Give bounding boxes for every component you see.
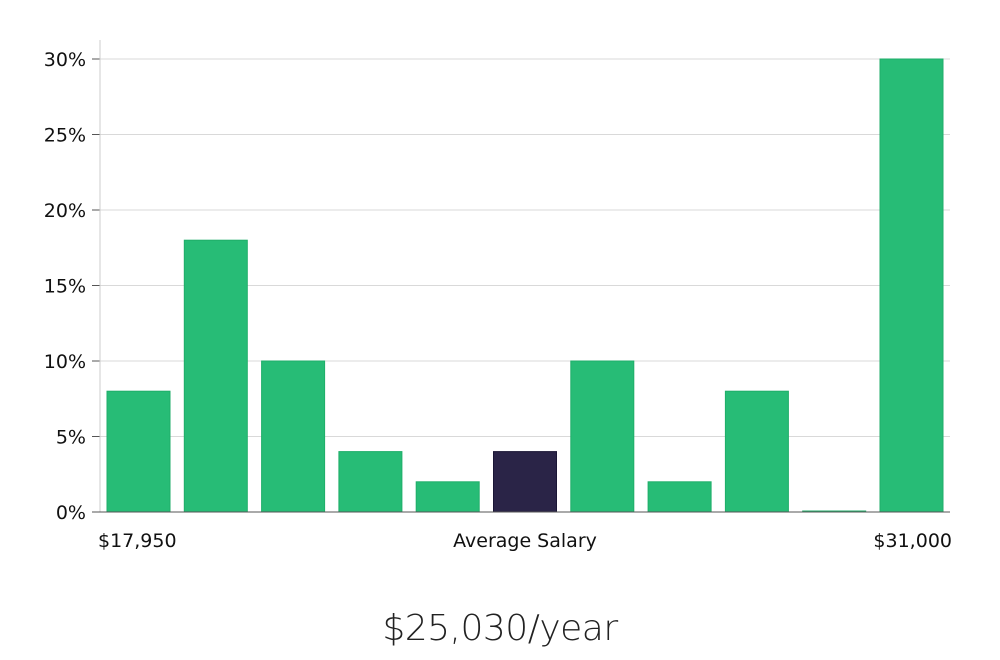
bar: [261, 360, 326, 513]
y-tick-label: 0%: [56, 502, 86, 524]
y-tick-label: 25%: [44, 125, 86, 147]
bar-average-salary: [493, 451, 557, 513]
bar: [879, 58, 944, 513]
salary-histogram-chart: 0% 5% 10% 15% 20% 25% 30% $17,950 Average Sala…: [44, 40, 952, 552]
bar: [415, 481, 480, 513]
y-tick-label: 20%: [44, 200, 86, 222]
x-label-average-salary: Average Salary: [453, 530, 597, 552]
x-label-min-salary: $17,950: [98, 530, 177, 552]
bar: [338, 451, 403, 513]
y-tick-label: 15%: [44, 276, 86, 298]
y-tick-label: 10%: [44, 351, 86, 373]
bar: [106, 390, 171, 513]
bar: [570, 360, 635, 513]
bar: [724, 390, 789, 513]
y-tick-label: 5%: [56, 427, 86, 449]
y-tick-labels: 0% 5% 10% 15% 20% 25% 30%: [44, 49, 86, 524]
x-label-max-salary: $31,000: [873, 530, 952, 552]
axes: [92, 40, 950, 513]
y-tick-label: 30%: [44, 49, 86, 71]
bar: [647, 481, 712, 513]
average-salary-value: $25,030/year: [382, 608, 618, 649]
bars: [106, 58, 944, 513]
bar: [183, 239, 248, 513]
